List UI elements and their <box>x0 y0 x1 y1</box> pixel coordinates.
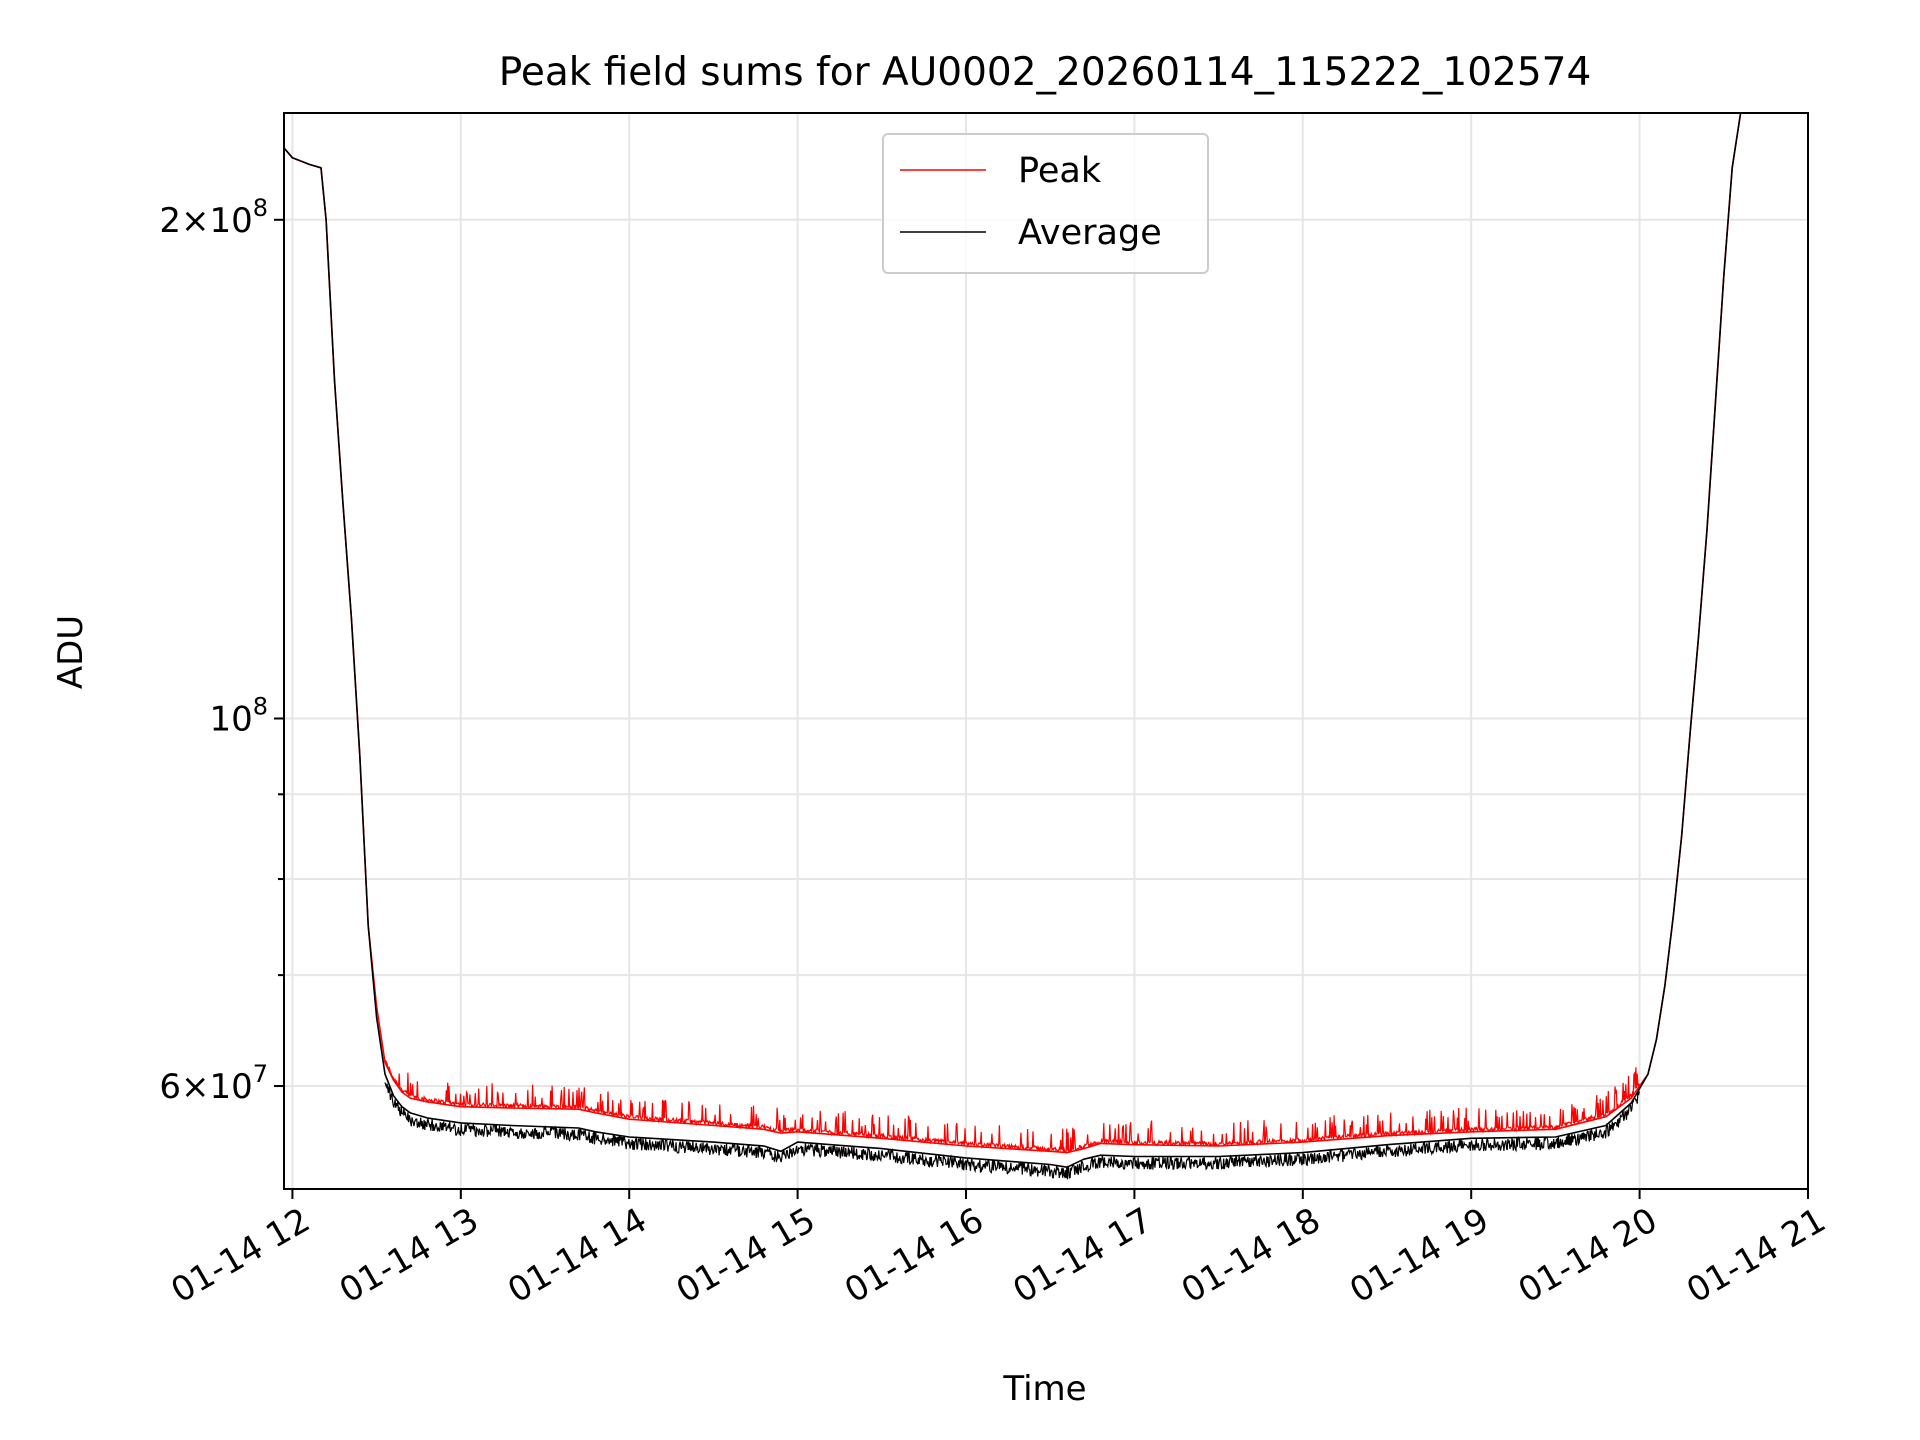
y-tick-base: 6×10 <box>159 1067 252 1107</box>
series-noise-average <box>384 1082 1640 1180</box>
series-line-average <box>284 113 1742 1168</box>
y-tick-label: 2×108 <box>159 194 268 241</box>
x-axis-label: Time <box>1002 1369 1086 1409</box>
peak-noise <box>384 1060 1640 1155</box>
series-area <box>284 113 1742 1180</box>
y-tick-base: 2×10 <box>159 201 252 241</box>
y-tick-exponent: 8 <box>253 693 268 721</box>
legend-label-average: Average <box>1018 213 1162 253</box>
legend: Peak Average <box>882 133 1209 274</box>
y-tick-label: 108 <box>209 693 268 740</box>
y-tick-exponent: 8 <box>253 194 268 222</box>
y-tick-exponent: 7 <box>253 1060 268 1088</box>
legend-box <box>882 133 1209 274</box>
chart-title: Peak field sums for AU0002_20260114_1152… <box>499 50 1592 95</box>
legend-label-peak: Peak <box>1018 151 1102 191</box>
y-axis-label: ADU <box>51 615 91 689</box>
y-tick-label: 6×107 <box>159 1060 268 1107</box>
plot-frame <box>283 112 1809 1190</box>
series-noise-peak <box>384 1060 1640 1155</box>
y-tick-base: 10 <box>209 700 252 740</box>
average-noise <box>384 1082 1640 1180</box>
